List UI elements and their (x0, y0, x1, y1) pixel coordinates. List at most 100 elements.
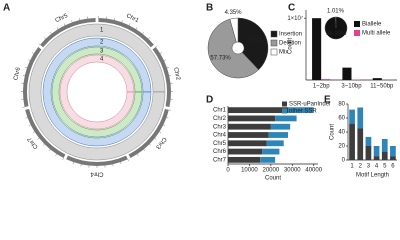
bar (312, 18, 322, 81)
y-axis-label: Count (330, 124, 336, 140)
scale-tick (28, 124, 31, 126)
bar-segment (228, 140, 267, 147)
bar-segment (262, 148, 280, 155)
y-tick-label: 1×10⁷ (287, 15, 303, 22)
scale-tick (148, 37, 151, 40)
scale-tick (31, 52, 34, 54)
scale-tick (142, 31, 144, 34)
x-axis-label: Count (265, 176, 281, 182)
panel-letter: E (324, 95, 331, 106)
legend-swatch (282, 108, 287, 114)
panel-letter: A (3, 3, 10, 14)
bar (372, 78, 382, 80)
x-tick-label: 10000 (241, 168, 258, 174)
panel-letter: B (206, 3, 213, 14)
scale-tick (135, 27, 138, 30)
bar-segment (228, 107, 288, 114)
y-tick-label: 60 (338, 116, 345, 122)
scale-tick (120, 162, 122, 165)
chromosome-label: Chr2 (172, 67, 181, 82)
scale-tick (163, 124, 166, 126)
bar-segment (357, 107, 364, 129)
chromosome-arc (25, 108, 66, 159)
scale-tick (155, 45, 158, 48)
legend-swatch (270, 30, 278, 38)
track-label: 2 (100, 40, 104, 46)
legend-swatch (354, 21, 360, 27)
y-tick-label: Chr6 (213, 149, 227, 155)
scale-tick (71, 20, 73, 23)
x-tick-label: 2 (359, 164, 363, 170)
scale-tick (55, 153, 57, 156)
bar-segment (288, 107, 314, 114)
pie-slice (229, 17, 239, 43)
x-tick-label: 1~2bp (313, 84, 331, 90)
slice-label: 37.92% (246, 38, 267, 44)
y-tick-label: Chr2 (213, 116, 227, 122)
legend-label: Multi allele (362, 31, 391, 37)
x-tick-label: 20000 (263, 168, 280, 174)
bar (342, 67, 352, 80)
scale-tick (32, 131, 35, 133)
x-axis-label: Motif Length (356, 173, 389, 179)
legend-label: SSR-uPanIndel (289, 102, 330, 108)
legend-label: other SSR (289, 109, 317, 115)
scale-tick (159, 131, 162, 133)
chromosome-label: Chr7 (27, 135, 40, 149)
bar-segment (260, 156, 276, 163)
x-tick-label: 4 (375, 164, 379, 170)
y-tick-label: Chr5 (213, 141, 227, 147)
chromosome-label: Chr4 (90, 170, 104, 176)
y-tick-label: Chr1 (213, 108, 227, 114)
bar-segment (228, 148, 263, 155)
legend-label: Insertion (279, 32, 302, 38)
panel-letter: C (288, 3, 295, 14)
scale-tick (25, 67, 28, 69)
chromosome-arc (128, 108, 169, 159)
bar-segment (268, 132, 288, 138)
bar-segment (228, 123, 271, 130)
x-tick-label: 1 (350, 164, 354, 170)
track-ring (28, 23, 166, 161)
track-label: 1 (100, 28, 104, 34)
scale-tick (38, 43, 41, 45)
bar-segment (390, 156, 396, 160)
scale-tick (37, 137, 40, 140)
track-label: 4 (100, 57, 104, 63)
bar-segment (373, 146, 380, 157)
bar-segment (365, 136, 372, 146)
legend-swatch (270, 39, 278, 47)
pie-slice (207, 18, 259, 79)
x-tick-label: 30000 (284, 168, 301, 174)
figure: A B C D E Chr1Chr2Chr3Chr4Chr7Chr6Chr512… (3, 3, 397, 182)
track-ring (51, 46, 143, 138)
chromosome-label: Chr5 (55, 13, 70, 24)
scale-tick (121, 20, 123, 23)
bar-segment (381, 151, 388, 160)
chromosome-label: Chr3 (154, 136, 167, 150)
bar-segment (275, 115, 297, 122)
chromosome-label: Chr6 (13, 66, 22, 81)
scale-tick (160, 52, 163, 54)
track-ring (59, 54, 135, 130)
x-tick-label: 6 (391, 164, 395, 170)
slice-label: 98.99% (326, 31, 347, 37)
scale-tick (25, 117, 28, 119)
chromosome-arc (40, 18, 96, 48)
y-tick-label: 20 (338, 144, 345, 150)
y-tick-label: 40 (338, 130, 345, 136)
chromosome-arc (66, 155, 128, 166)
legend-swatch (354, 30, 360, 36)
y-axis-label: Count (288, 38, 294, 54)
bar-segment (390, 146, 396, 157)
bar-segment (266, 140, 284, 147)
track-ring (42, 37, 152, 147)
bar-segment (381, 139, 388, 152)
pie-slice (237, 17, 269, 71)
chromosome-label: Chr1 (125, 13, 140, 24)
scale-tick (56, 27, 59, 30)
legend-label: Mix (279, 50, 288, 56)
scale-tick (28, 59, 31, 61)
legend-swatch (282, 101, 287, 107)
bar (321, 79, 331, 80)
